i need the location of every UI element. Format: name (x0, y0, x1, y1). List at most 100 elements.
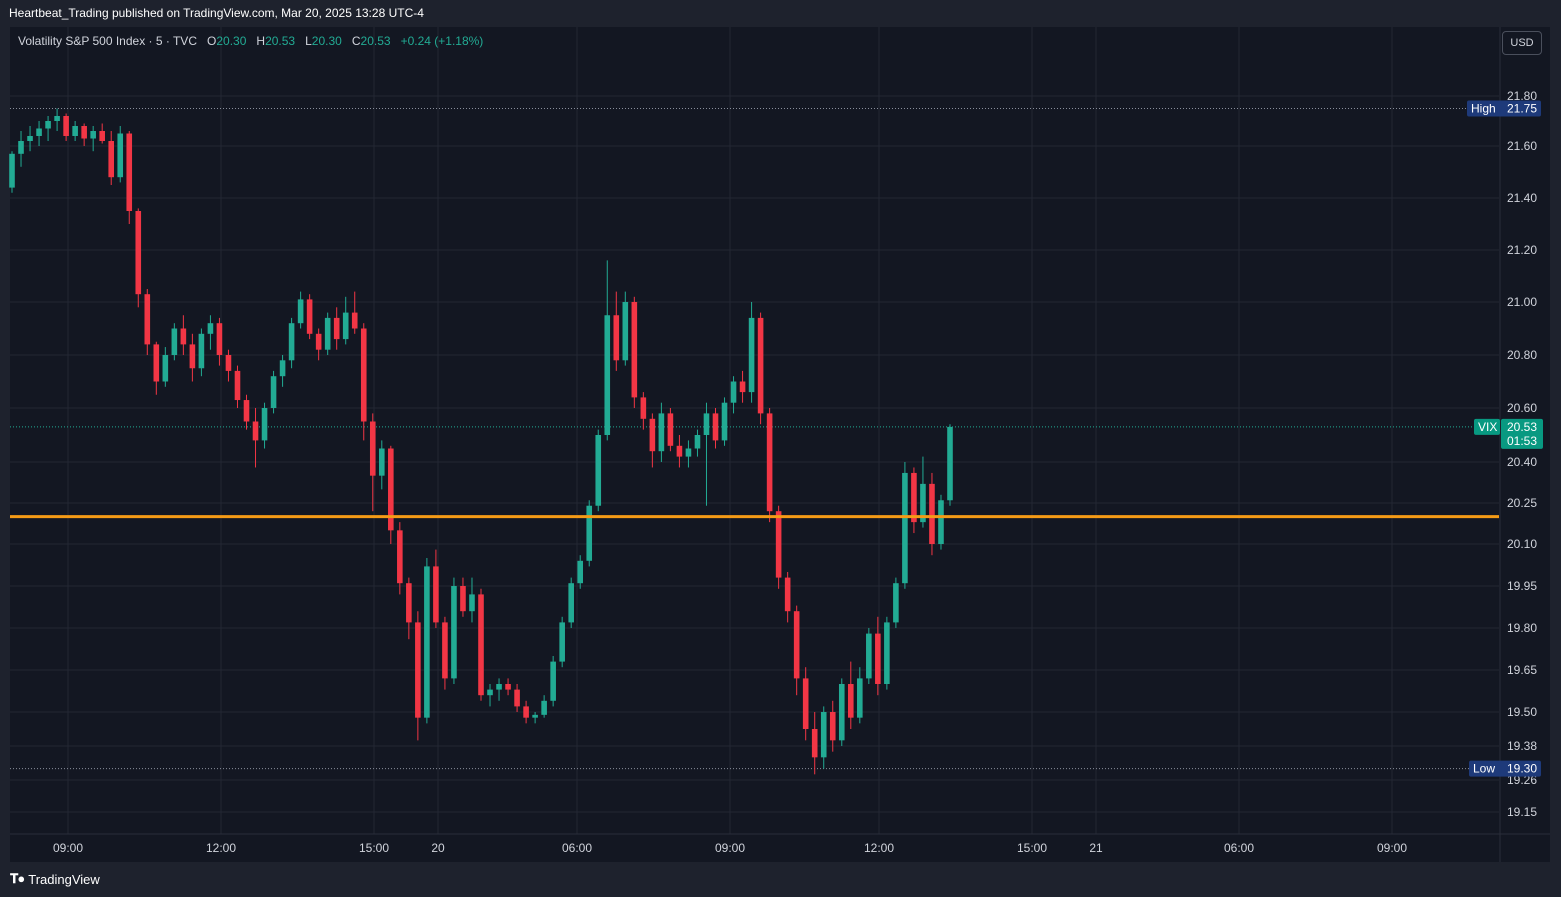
publisher-line: Heartbeat_Trading published on TradingVi… (9, 6, 424, 20)
candle-body (857, 678, 863, 718)
candle-body (748, 317, 755, 393)
candle-body (216, 323, 223, 355)
candle-body (54, 116, 60, 121)
candle-body (721, 402, 728, 441)
x-axis-tick-label: 09:00 (1377, 841, 1407, 855)
y-axis-tick-label: 19.65 (1507, 663, 1537, 677)
footer-brand: 𝐓● TradingView (10, 871, 100, 887)
candle-body (658, 413, 665, 452)
x-axis-tick-label: 12:00 (864, 841, 894, 855)
candle-body (27, 136, 33, 141)
legend-open-value: 20.30 (216, 34, 247, 48)
candle-body (532, 714, 538, 718)
candle-body (63, 116, 69, 136)
candle-body (577, 560, 584, 584)
y-axis-tick-label: 20.60 (1507, 401, 1537, 415)
candle-body (541, 700, 547, 715)
x-axis-tick-label: 06:00 (562, 841, 592, 855)
candle-body (523, 706, 529, 718)
candle-body (171, 328, 178, 355)
candle-body (694, 435, 701, 449)
candle-body (18, 141, 24, 154)
candle-body (108, 141, 115, 178)
candle-body (99, 131, 105, 141)
candle-body (505, 684, 511, 690)
x-axis-tick-label: 09:00 (53, 841, 83, 855)
candle-body (351, 312, 358, 329)
candle-body (893, 583, 899, 623)
legend-close-value: 20.53 (360, 34, 391, 48)
x-axis-tick-label: 21 (1089, 841, 1103, 855)
y-axis-tick-label: 19.38 (1507, 739, 1537, 753)
x-axis-tick-label: 09:00 (715, 841, 745, 855)
high-price-badge (1467, 100, 1541, 117)
candle-body (415, 622, 421, 718)
candle-body (920, 483, 926, 523)
candle-body (342, 312, 349, 340)
x-axis-tick-label: 06:00 (1224, 841, 1254, 855)
candle-body (802, 678, 809, 729)
candle-body (739, 381, 746, 393)
chart-area[interactable] (10, 27, 1550, 862)
candle-body (938, 500, 944, 544)
low-badge-label: Low (1473, 762, 1495, 776)
candle-body (189, 344, 196, 369)
low-badge-value: 19.30 (1507, 762, 1537, 776)
candle-body (676, 445, 683, 457)
y-axis-tick-label: 19.50 (1507, 705, 1537, 719)
candle-body (829, 712, 836, 741)
x-axis-tick-label: 15:00 (1017, 841, 1047, 855)
candle-body (288, 323, 295, 361)
y-axis-tick-label: 20.25 (1507, 496, 1537, 510)
currency-button[interactable]: USD (1502, 31, 1542, 55)
candle-body (297, 299, 304, 324)
y-axis-tick-label: 19.80 (1507, 621, 1537, 635)
symbol-badge-label: VIX (1478, 420, 1497, 434)
y-axis-tick-label: 21.20 (1507, 243, 1537, 257)
candle-body (631, 302, 638, 398)
candle-body (442, 622, 448, 679)
candle-body (207, 323, 214, 334)
x-axis-tick-label: 20 (431, 841, 445, 855)
candle-body (126, 133, 133, 211)
candle-body (838, 684, 845, 741)
y-axis-tick-label: 20.80 (1507, 348, 1537, 362)
legend-low-label: L (305, 34, 312, 48)
candle-body (929, 483, 935, 544)
x-axis-tick-label: 15:00 (359, 841, 389, 855)
candle-body (162, 355, 169, 382)
y-axis-tick-label: 21.40 (1507, 191, 1537, 205)
candle-body (478, 594, 484, 696)
candle-body (324, 317, 331, 350)
candle-body (306, 299, 313, 334)
candle-body (279, 360, 286, 377)
y-axis-tick-label: 21.60 (1507, 139, 1537, 153)
candle-body (81, 126, 87, 139)
footer-brand-label: TradingView (28, 871, 100, 887)
candle-body (640, 397, 647, 419)
candle-body (252, 421, 259, 441)
legend-high-value: 20.53 (265, 34, 296, 48)
last-price-value: 20.53 (1507, 420, 1537, 434)
candle-body (866, 633, 872, 679)
candle-body (775, 511, 782, 578)
candle-body (793, 611, 800, 679)
candle-body (378, 448, 385, 476)
candle-body (514, 689, 520, 707)
candle-body (433, 566, 439, 623)
low-price-badge (1469, 760, 1541, 777)
candle-body (144, 294, 151, 345)
candle-body (847, 684, 854, 718)
candle-body (622, 302, 629, 361)
candle-body (469, 594, 475, 612)
y-axis-tick-label: 20.40 (1507, 455, 1537, 469)
candle-body (604, 315, 611, 435)
candle-body (153, 344, 160, 382)
candle-body (902, 472, 908, 584)
legend-open-label: O (207, 34, 217, 48)
candle-body (451, 586, 457, 679)
candle-body (198, 333, 205, 369)
candle-body (270, 376, 277, 408)
high-badge-label: High (1471, 102, 1496, 116)
